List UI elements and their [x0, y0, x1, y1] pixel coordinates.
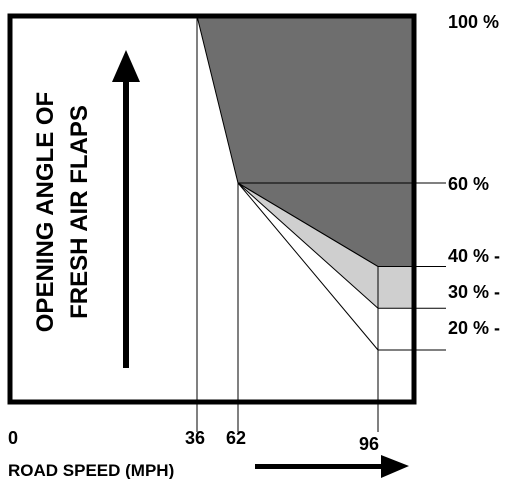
upper-curve-segment-1 [196, 15, 239, 184]
branch-line-30 [237, 182, 379, 309]
branch-line-20 [237, 182, 379, 351]
y-axis-title-line-1: OPENING ANGLE OF [32, 92, 59, 332]
y-axis-title-line-2: FRESH AIR FLAPS [66, 105, 93, 319]
x-tick-label-36: 36 [185, 428, 205, 448]
y-axis-arrow [112, 50, 140, 368]
y-tick-label-30: 30 % - [448, 282, 500, 302]
x-axis-arrow [255, 455, 409, 478]
x-axis-title: ROAD SPEED (MPH) [8, 461, 174, 479]
y-tick-label-100: 100 % [448, 12, 499, 32]
region-light-40-30 [238, 183, 414, 309]
region-dark-above-curve [197, 16, 414, 267]
x-tick-label-0: 0 [8, 428, 18, 448]
x-tick-label-62: 62 [226, 428, 246, 448]
x-tick-label-96: 96 [359, 434, 379, 454]
plot-frame [7, 13, 417, 405]
y-tick-label-40: 40 % - [448, 246, 500, 266]
branch-line-40 [237, 182, 379, 267]
y-tick-label-60: 60 % [448, 174, 489, 194]
y-tick-label-20: 20 % - [448, 318, 500, 338]
